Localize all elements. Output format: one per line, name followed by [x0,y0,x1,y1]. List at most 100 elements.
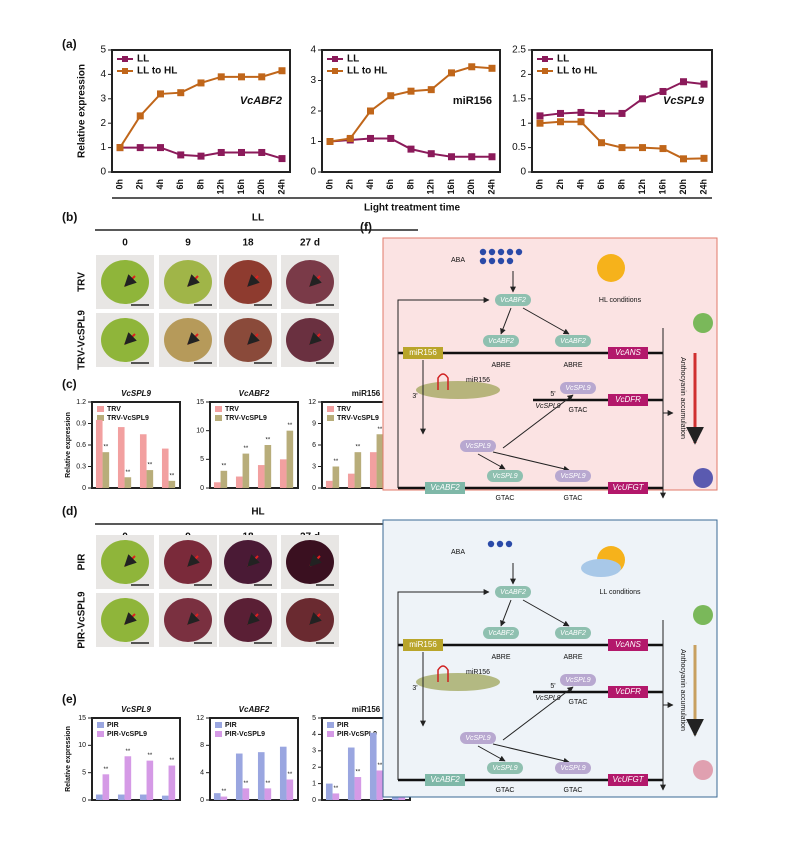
x-tick-label: 6h [385,179,395,190]
y-tick-label: 0.6 [76,442,86,449]
x-tick-label: 8h [195,179,205,190]
aba-dot [506,257,514,265]
legend-swatch [97,406,104,412]
day-label: 9 [185,238,191,249]
bar [213,482,221,488]
legend-label: TRV-VcSPL9 [107,415,149,422]
point [680,155,687,163]
x-tick-label: 20h [678,179,688,195]
point [659,87,667,95]
protein-label: VcSPL9 [492,473,517,480]
bar [354,452,362,488]
aba-dot [497,248,505,256]
y-tick-label: 1.5 [512,93,526,104]
gene [608,774,648,786]
point [407,87,415,95]
connector [492,451,570,472]
legend-label: LL [557,54,569,65]
diagram-label: ABRE [491,654,510,661]
diagram-label: LL conditions [600,589,641,596]
panel-label: (a) [62,37,77,51]
significance-label: ** [244,781,249,787]
y-axis-label: Relative expression [77,64,88,158]
row-label: PIR-VcSPL9 [77,591,88,649]
connector [522,307,570,335]
diagram-label: GTAC [564,787,583,794]
y-tick-label: 0.3 [76,463,86,470]
connector [397,589,490,780]
point [177,151,185,159]
plot-frame [321,49,501,173]
legend-label: LL [347,54,359,65]
legend-label: PIR-VcSPL9 [107,731,147,738]
gene [608,347,648,359]
legend-label: TRV [107,406,121,413]
x-tick-label: 0h [324,179,334,190]
panel-box [382,237,718,491]
point [278,67,286,75]
x-tick-label: 2h [555,179,565,190]
legend-label: PIR [107,722,119,729]
legend-label: PIR [225,722,237,729]
diagram-label: GTAC [564,495,583,502]
y-tick-label: 10 [196,428,204,435]
hairpin [437,665,449,682]
plot-frame [111,49,291,173]
diagram-label: ABRE [563,654,582,661]
day-label: 18 [242,238,254,249]
arrow-marker [187,274,200,287]
gene [425,482,465,494]
bar [264,445,272,488]
x-tick-label: 24h [276,179,286,195]
legend-marker [332,56,338,62]
y-tick-label: 2 [310,106,316,117]
connector [502,394,574,449]
point [468,63,476,71]
bar [332,793,340,800]
y-tick-label: 4 [312,731,316,738]
bar [347,747,355,800]
point [448,69,455,77]
legend-label: LL to HL [347,66,387,77]
significance-label: ** [378,763,383,769]
protein [483,627,519,639]
plot-frame [531,49,713,173]
bar [257,465,265,488]
y-tick-label: 8 [200,742,204,749]
plot-frame [209,717,299,801]
fruit-cluster [693,468,713,488]
x-tick-label: 4h [155,179,165,190]
point [700,80,708,88]
diagram-label: VcSPL9 [535,695,560,702]
legend-swatch [97,722,104,728]
day-label: 27 d [300,238,320,249]
chart-title: miR156 [352,389,381,398]
legend-label: LL to HL [137,66,177,77]
point [700,154,708,162]
protein-label: VcABF2 [560,630,586,637]
protein [555,627,591,639]
plot-frame [209,401,299,489]
arrow-marker [247,274,260,287]
x-tick-label: 12h [216,179,226,195]
gene-label: VcUFGT [612,775,644,784]
x-tick-label: 20h [256,179,266,195]
gene [425,774,465,786]
y-tick-label: 12 [196,715,204,722]
legend-swatch [215,406,222,412]
diagram-label: GTAC [496,787,515,794]
x-tick-label: 24h [486,179,496,195]
x-tick-label: 4h [365,179,375,190]
aba-dot [497,257,505,265]
bar [369,452,377,488]
fruit [224,260,272,304]
panel-label: (d) [62,504,77,518]
y-tick-label: 1 [312,780,316,787]
y-tick-label: 1 [100,142,106,153]
significance-label: ** [266,781,271,787]
row-label: TRV-VcSPL9 [77,310,88,370]
bar [279,459,287,488]
protein [487,470,523,482]
diagram-label: ABRE [563,362,582,369]
legend-label: TRV-VcSPL9 [337,415,379,422]
